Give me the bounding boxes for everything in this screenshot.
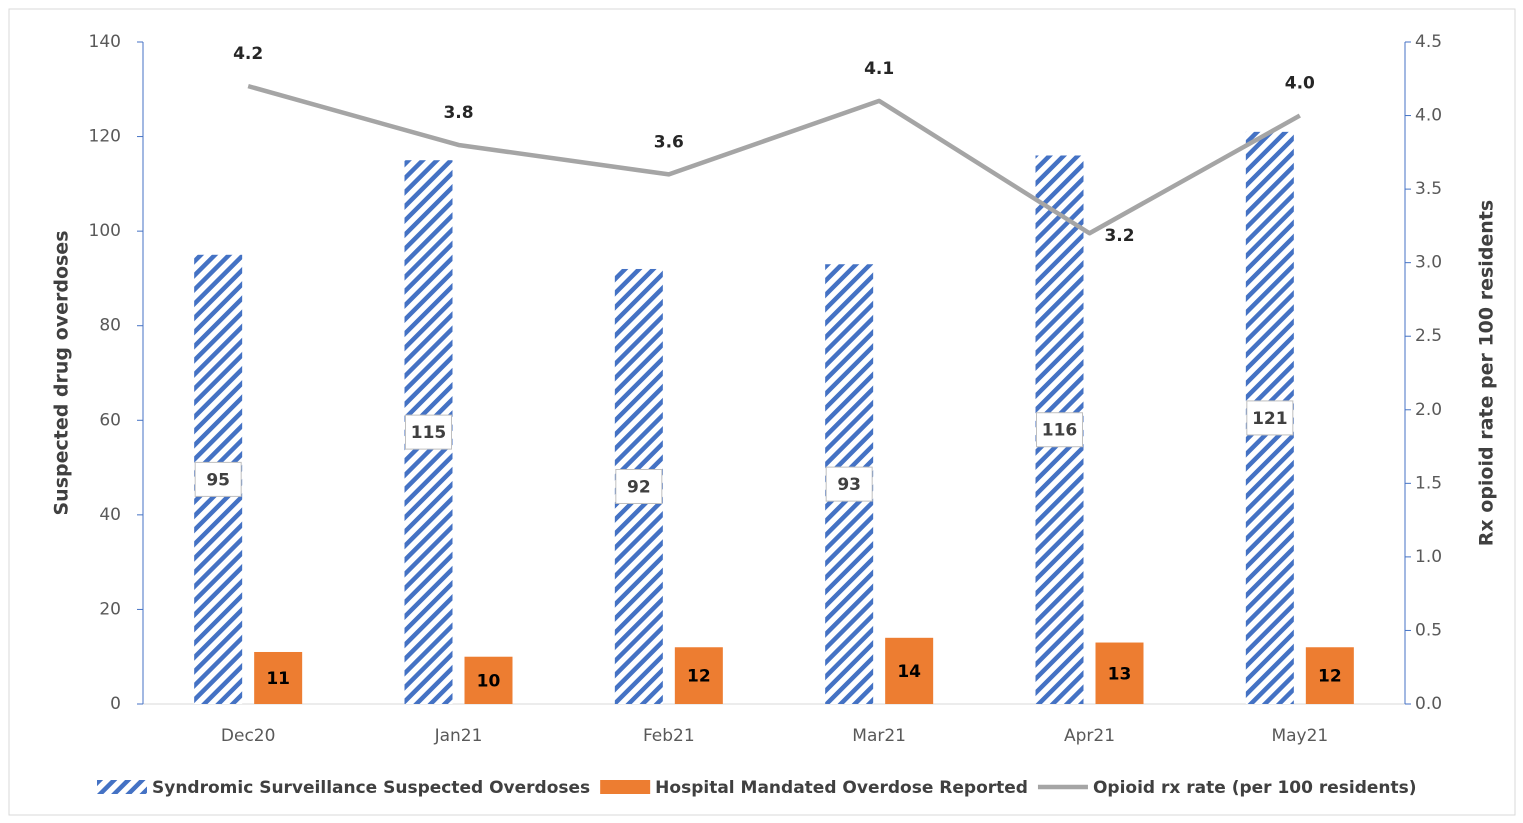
y2-tick-label: 3.5 <box>1415 179 1442 199</box>
y-tick-label: 20 <box>99 599 121 619</box>
y-tick-label: 60 <box>99 410 121 430</box>
data-label-box <box>1246 400 1294 436</box>
y2-tick-label: 1.5 <box>1415 473 1442 493</box>
bar <box>254 651 303 704</box>
x-tick-label: May21 <box>1271 726 1328 746</box>
y-tick-label: 140 <box>89 32 121 52</box>
legend-swatch <box>97 780 147 794</box>
data-label: 14 <box>897 662 921 682</box>
y2-tick-label: 0.0 <box>1415 694 1442 714</box>
x-tick-label: Feb21 <box>643 726 695 746</box>
y-tick-label: 40 <box>99 505 121 525</box>
y2-tick-label: 1.0 <box>1415 547 1442 567</box>
data-label: 95 <box>206 470 230 490</box>
y2-tick-label: 4.0 <box>1415 106 1442 126</box>
data-label: 92 <box>627 477 651 497</box>
data-label: 121 <box>1252 409 1288 429</box>
y2-tick-label: 2.0 <box>1415 400 1442 420</box>
line <box>247 83 1301 236</box>
y-tick-label: 100 <box>89 221 121 241</box>
data-label-box <box>405 414 452 450</box>
x-tick-label: Mar21 <box>852 726 906 746</box>
bar <box>1095 642 1144 704</box>
data-label: 93 <box>837 475 861 495</box>
legend-label: Hospital Mandated Overdose Reported <box>655 778 1028 798</box>
data-label-box <box>1036 412 1083 448</box>
y2-tick-label: 4.5 <box>1415 32 1442 52</box>
data-label: 11 <box>266 669 290 689</box>
data-label: 116 <box>1042 421 1078 441</box>
legend-swatch <box>600 780 651 794</box>
data-label: 12 <box>1318 667 1342 687</box>
legend-label: Opioid rx rate (per 100 residents) <box>1093 778 1417 798</box>
y-tick-label: 120 <box>89 127 121 147</box>
line-label: 4.2 <box>233 44 263 64</box>
data-label: 12 <box>687 667 711 687</box>
line-label: 4.1 <box>864 59 894 79</box>
data-label-box <box>615 468 663 504</box>
bar <box>1305 647 1354 704</box>
y-tick-label: 80 <box>99 316 121 336</box>
bar <box>885 637 934 704</box>
line-label: 4.0 <box>1285 74 1315 94</box>
data-label-box <box>825 466 873 502</box>
data-label: 115 <box>411 423 447 443</box>
x-tick-label: Apr21 <box>1064 726 1115 746</box>
data-label: 13 <box>1108 664 1132 684</box>
y-tick-label: 0 <box>110 694 121 714</box>
data-label-box <box>194 461 242 497</box>
y2-tick-label: 0.5 <box>1415 620 1442 640</box>
y2-tick-label: 2.5 <box>1415 326 1442 346</box>
data-label: 10 <box>477 671 501 691</box>
line-label: 3.2 <box>1104 226 1134 246</box>
legend-label: Syndromic Surveillance Suspected Overdos… <box>152 778 590 798</box>
y2-axis-title: Rx opioid rate per 100 residents <box>1476 200 1498 546</box>
y2-tick-label: 3.0 <box>1415 253 1442 273</box>
line-label: 3.6 <box>654 132 684 152</box>
bar <box>464 656 513 704</box>
x-tick-label: Jan21 <box>434 726 483 746</box>
line-label: 3.8 <box>443 103 473 123</box>
x-tick-label: Dec20 <box>221 726 276 746</box>
bar <box>674 647 723 704</box>
y-axis-title: Suspected drug overdoses <box>51 230 73 515</box>
